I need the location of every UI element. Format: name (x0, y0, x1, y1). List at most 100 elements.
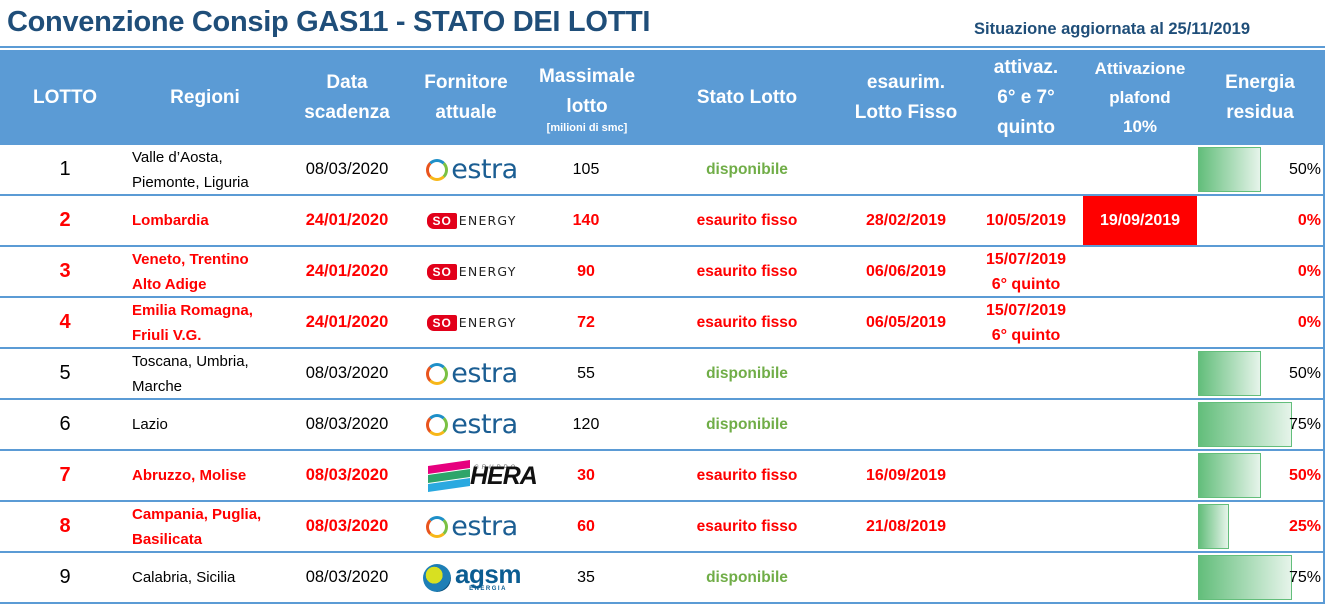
col-plafond-label-2: plafond (1109, 88, 1171, 107)
supplier-logo-cell: agsm ENERGIA (414, 553, 530, 602)
lotto-number: 8 (59, 515, 71, 537)
lot-status: esaurito fisso (696, 263, 798, 280)
energy-data-bar (1198, 453, 1261, 498)
regions-line-2: Alto Adige (132, 275, 207, 293)
lotto-number: 6 (59, 413, 71, 435)
col-attivaz: attivaz. 6° e 7° quinto (975, 50, 1077, 145)
regions-line-1: Emilia Romagna, (132, 301, 253, 319)
lot-status: esaurito fisso (696, 314, 798, 331)
exhaustion-date: 28/02/2019 (865, 212, 947, 229)
regions-cell: Lazio (132, 400, 292, 449)
col-attivaz-label-3: quinto (996, 116, 1056, 138)
lotto-number: 4 (59, 311, 71, 333)
estra-logo: estra (426, 511, 518, 542)
max-volume: 90 (577, 263, 595, 280)
col-attivaz-label-1: attivaz. (993, 56, 1059, 78)
col-regioni-label: Regioni (170, 86, 240, 108)
regions-line-1: Toscana, Umbria, (132, 352, 249, 370)
residual-energy: 50% (1288, 467, 1321, 484)
activation-cell: 15/07/2019 6° quinto (970, 247, 1082, 296)
regions-line-2: Marche (132, 377, 183, 395)
regions-line-1: Lombardia (132, 212, 209, 229)
lot-status: disponibile (706, 365, 788, 382)
activation-note: 6° quinto (991, 326, 1061, 344)
col-massimale-label-1: Massimale (538, 65, 636, 87)
col-massimale-label-2: lotto (566, 95, 608, 117)
lotto-number: 9 (59, 566, 71, 588)
lot-status: disponibile (706, 569, 788, 586)
estra-wordmark: estra (451, 358, 518, 389)
residual-energy: 75% (1288, 416, 1321, 433)
col-lotto-label: LOTTO (32, 86, 98, 108)
lotto-number: 5 (59, 362, 71, 384)
plafond-date (1083, 400, 1197, 449)
max-volume: 55 (577, 365, 595, 382)
estra-swirl-icon (426, 515, 449, 538)
regions-cell: Toscana, Umbria, Marche (132, 349, 292, 398)
activation-cell (970, 451, 1082, 500)
plafond-date (1083, 247, 1197, 296)
hera-wordmark: HERA (470, 461, 538, 490)
supplier-logo-cell: SO ENERGY (414, 247, 530, 296)
max-volume: 30 (577, 467, 595, 484)
activation-date: 10/05/2019 (985, 212, 1067, 229)
col-data-label-2: scadenza (304, 101, 390, 123)
expiry-date: 08/03/2020 (305, 466, 389, 484)
table-row: 9 Calabria, Sicilia 08/03/2020 agsm ENERGI… (0, 553, 1325, 604)
regions-line-2: Piemonte, Liguria (132, 173, 249, 191)
table-row: 6 Lazio 08/03/2020 estra 120 disponibile 75% (0, 400, 1325, 451)
plafond-date: 19/09/2019 (1083, 196, 1197, 245)
col-fornitore: Fornitore attuale (412, 50, 520, 145)
col-energia-label-1: Energia (1225, 71, 1295, 93)
hera-gruppo-label: GRUPPO (474, 464, 519, 471)
plafond-date (1083, 553, 1197, 602)
table-row: 1 Valle d’Aosta, Piemonte, Liguria 08/03/20… (0, 145, 1325, 196)
activation-cell (970, 349, 1082, 398)
lotto-number: 3 (59, 260, 71, 282)
exhaustion-date: 06/06/2019 (865, 263, 947, 280)
supplier-logo-cell: estra (414, 145, 530, 194)
so-badge: SO (427, 263, 457, 280)
estra-wordmark: estra (451, 511, 518, 542)
regions-line-1: Abruzzo, Molise (132, 467, 247, 484)
regions-line-1: Valle d’Aosta, (132, 148, 223, 166)
regions-line-1: Lazio (132, 416, 168, 433)
max-volume: 60 (577, 518, 595, 535)
col-massimale-unit: [milioni di smc] (546, 121, 628, 134)
agsm-logo: agsm ENERGIA (423, 561, 521, 593)
col-regioni: Regioni (130, 50, 280, 145)
col-energia-label-2: residua (1226, 101, 1294, 123)
col-plafond: Attivazione plafond 10% (1083, 50, 1197, 145)
table-row: 2 Lombardia 24/01/2020 SO ENERGY 140 esauri… (0, 196, 1325, 247)
expiry-date: 08/03/2020 (305, 364, 389, 382)
residual-energy: 50% (1288, 365, 1321, 382)
agsm-subtitle: ENERGIA (469, 586, 507, 592)
expiry-date: 24/01/2020 (305, 262, 389, 280)
col-data-scadenza: Data scadenza (296, 50, 398, 145)
expiry-date: 08/03/2020 (305, 160, 389, 178)
regions-line-1: Veneto, Trentino (132, 250, 249, 268)
estra-swirl-icon (426, 413, 449, 436)
so-wordmark: ENERGY (458, 213, 517, 228)
col-data-label-1: Data (326, 71, 368, 93)
residual-energy: 50% (1288, 161, 1321, 178)
supplier-logo-cell: SO ENERGY (414, 298, 530, 347)
exhaustion-date (850, 400, 962, 449)
activation-cell: 15/07/2019 6° quinto (970, 298, 1082, 347)
estra-swirl-icon (426, 158, 449, 181)
residual-energy: 75% (1288, 569, 1321, 586)
col-fornitore-label-2: attuale (435, 101, 497, 123)
expiry-date: 08/03/2020 (305, 568, 389, 586)
estra-wordmark: estra (451, 154, 518, 185)
supplier-logo-cell: estra (414, 502, 530, 551)
estra-logo: estra (426, 358, 518, 389)
col-stato-label: Stato Lotto (696, 86, 798, 108)
lot-status: esaurito fisso (696, 212, 798, 229)
col-energia: Energia residua (1205, 50, 1315, 145)
estra-swirl-icon (426, 362, 449, 385)
so-energy-logo: SO ENERGY (427, 259, 516, 284)
lotto-number: 2 (59, 209, 71, 231)
col-massimale: Massimale lotto [milioni di smc] (524, 50, 650, 145)
exhaustion-date: 06/05/2019 (865, 314, 947, 331)
lot-status: disponibile (706, 161, 788, 178)
